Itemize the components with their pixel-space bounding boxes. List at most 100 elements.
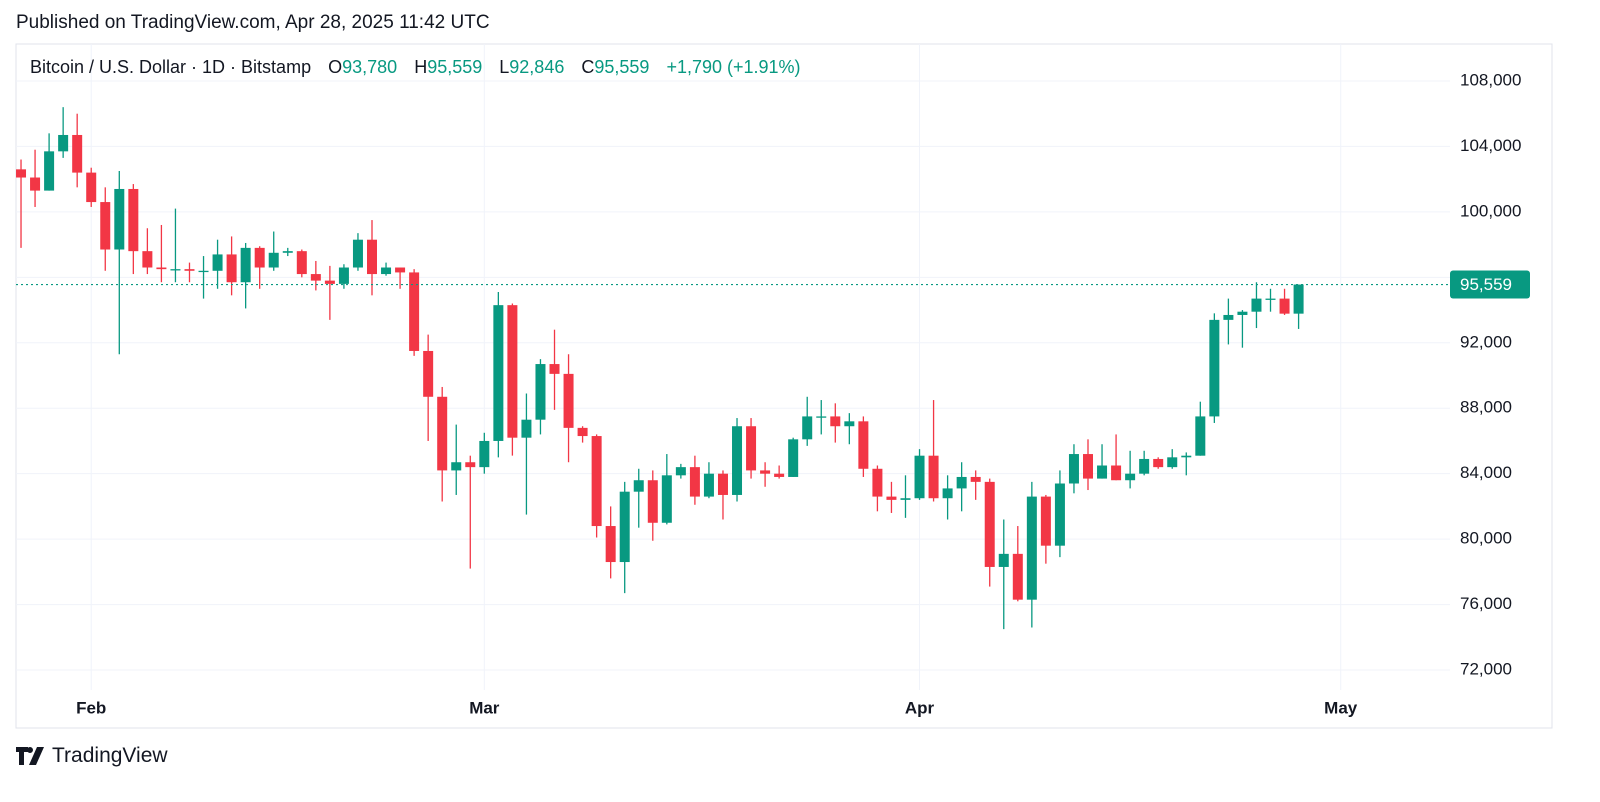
candle-body	[240, 247, 251, 283]
logo	[16, 747, 44, 765]
candle-body	[717, 473, 728, 495]
candle-body	[858, 421, 869, 469]
y-tick-label: 80,000	[1460, 529, 1512, 548]
candle-body	[802, 416, 813, 440]
candle-body	[521, 419, 532, 438]
close-value: 95,559	[594, 57, 650, 77]
candle-body	[156, 267, 167, 270]
candle-body	[114, 188, 125, 250]
candle-body	[956, 476, 967, 489]
candle-body	[142, 251, 153, 268]
candle-body	[928, 455, 939, 499]
candle-body	[942, 488, 953, 499]
candle-body	[30, 177, 41, 191]
candle-body	[268, 252, 279, 268]
candle-body	[605, 526, 616, 563]
chart-frame	[15, 43, 1553, 729]
candle-body	[1279, 298, 1290, 314]
y-tick-label: 104,000	[1460, 136, 1521, 155]
brand: TradingView	[52, 744, 168, 767]
candle-body	[296, 251, 307, 275]
candle-body	[577, 427, 588, 437]
candle-body	[1068, 454, 1079, 484]
candle-body	[1251, 298, 1262, 312]
candle-body	[549, 364, 560, 374]
x-tick-label: Feb	[76, 698, 106, 717]
candle-body	[970, 476, 981, 482]
candle-body	[1111, 465, 1122, 481]
candle-body	[409, 272, 420, 351]
candle-body	[381, 267, 392, 275]
candle-body	[395, 267, 406, 273]
candle-body	[774, 473, 785, 477]
candle-body	[198, 270, 209, 273]
candle-body	[226, 254, 237, 283]
candle-body	[1054, 483, 1065, 546]
candle-body	[1097, 465, 1108, 479]
candle-body	[1293, 284, 1304, 314]
candle-body	[451, 462, 462, 471]
candle-body	[184, 269, 195, 271]
x-tick-label: May	[1324, 698, 1358, 717]
candle-body	[86, 172, 97, 203]
candle-body	[689, 467, 700, 497]
candle-body	[619, 491, 630, 563]
candle-body	[1265, 298, 1276, 300]
published-note: Published on TradingView.com, Apr 28, 20…	[16, 12, 490, 33]
candle-body	[1125, 473, 1136, 481]
candle-body	[338, 267, 349, 284]
candle-body	[900, 498, 911, 500]
candle-body	[479, 440, 490, 468]
candle-body	[170, 269, 181, 271]
candle-body	[44, 151, 55, 191]
candle-body	[1223, 314, 1234, 320]
y-tick-label: 88,000	[1460, 398, 1512, 417]
candle-body	[984, 481, 995, 567]
candle-body	[563, 373, 574, 428]
change: +1,790	[666, 57, 722, 77]
candle-body	[1167, 457, 1178, 468]
candle-body	[998, 553, 1009, 567]
x-tick-label: Mar	[469, 698, 500, 717]
open-label: O	[328, 57, 343, 77]
y-tick-label: 72,000	[1460, 660, 1512, 679]
candle-body	[1209, 319, 1220, 417]
candle-body	[72, 134, 83, 173]
high-label: H	[414, 57, 428, 77]
candle-body	[1083, 454, 1093, 479]
y-tick-label: 84,000	[1460, 463, 1512, 482]
candle-body	[507, 305, 518, 438]
candle-body	[282, 251, 293, 253]
candle-body	[1139, 458, 1150, 474]
candle-body	[886, 496, 897, 500]
candle-body	[493, 305, 504, 441]
candle-body	[128, 188, 139, 252]
candle-body	[1026, 496, 1037, 600]
candle-body	[1153, 458, 1164, 468]
candle-body	[872, 468, 883, 497]
candle-body	[788, 439, 799, 477]
candle-body	[1237, 311, 1248, 315]
change-percent: (+1.91%)	[727, 57, 801, 77]
candle-body	[100, 202, 111, 250]
last-price-label: 95,559	[1460, 275, 1512, 294]
candle-body	[58, 134, 69, 152]
candle-body	[254, 247, 265, 268]
last-price-box	[1450, 270, 1530, 299]
candle-body	[465, 462, 476, 468]
close-label: C	[581, 57, 595, 77]
symbol: Bitcoin / U.S. Dollar · 1D · Bitstamp	[30, 57, 312, 77]
candle-body	[437, 396, 448, 471]
candle-body	[423, 350, 434, 397]
candle-body	[535, 364, 546, 420]
candle-body	[661, 475, 672, 523]
candle-body	[367, 239, 377, 275]
low-value: 92,846	[509, 57, 565, 77]
candle-body	[310, 274, 321, 281]
candle-body	[746, 426, 757, 471]
candle-body	[844, 421, 855, 427]
candle-body	[1195, 416, 1206, 456]
high-value: 95,559	[427, 57, 483, 77]
